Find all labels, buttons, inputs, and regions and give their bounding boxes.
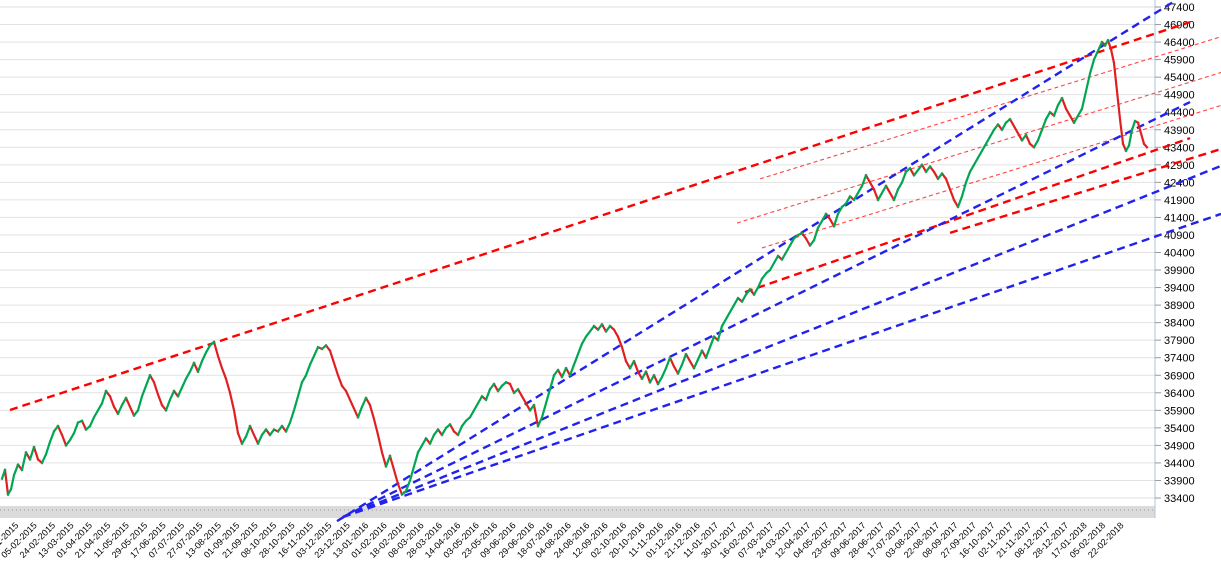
- y-axis-label: 34400: [1164, 458, 1195, 470]
- y-axis-label: 46900: [1164, 20, 1195, 32]
- y-axis-label: 37900: [1164, 335, 1195, 347]
- trendline-red-channel-lower: [949, 147, 1221, 235]
- y-axis-label: 38900: [1164, 300, 1195, 312]
- trendline-blue-fan-steep: [336, 1, 1174, 523]
- price-series-down-segments: [3, 38, 1149, 496]
- y-axis-label: 38400: [1164, 318, 1195, 330]
- y-axis-label: 34900: [1164, 440, 1195, 452]
- trendline-red-channel-upper: [9, 20, 1191, 412]
- trendline-red-thin-lower: [761, 104, 1221, 249]
- axis-strip-band: [0, 506, 1155, 518]
- y-axis-label: 42900: [1164, 160, 1195, 172]
- y-axis-label: 44400: [1164, 107, 1195, 119]
- y-axis-label: 36400: [1164, 388, 1195, 400]
- x-axis-strip: [0, 506, 1155, 518]
- trendlines: [9, 1, 1221, 523]
- y-axis-labels: 47400 46900 46400 45900 45400 44900 44400 43900…: [1155, 2, 1195, 505]
- y-axis-label: 35400: [1164, 423, 1195, 435]
- price-series: [0, 38, 1149, 497]
- y-axis-label: 36900: [1164, 370, 1195, 382]
- y-axis-label: 41400: [1164, 212, 1195, 224]
- y-axis-label: 33900: [1164, 475, 1195, 487]
- y-axis-label: 35900: [1164, 405, 1195, 417]
- y-axis-label: 45400: [1164, 72, 1195, 84]
- trendline-blue-fan-3: [342, 164, 1221, 519]
- y-axis-label: 43900: [1164, 125, 1195, 137]
- y-axis-label: 44900: [1164, 90, 1195, 102]
- y-axis-label: 43400: [1164, 142, 1195, 154]
- gridlines: [0, 6, 1155, 499]
- y-axis-label: 37400: [1164, 353, 1195, 365]
- trendline-red-thin-middle: [736, 71, 1221, 224]
- trendline-blue-fan-4: [342, 212, 1221, 519]
- trendline-blue-fan-2: [342, 100, 1191, 519]
- y-axis-label: 40400: [1164, 248, 1195, 260]
- price-series-up-segments: [0, 38, 1137, 497]
- x-axis-labels: 16-01-201505-02-201524-02-201513-03-2015…: [0, 520, 1126, 560]
- y-axis-label: 45900: [1164, 55, 1195, 67]
- y-axis-label: 39900: [1164, 265, 1195, 277]
- y-axis-label: 41900: [1164, 195, 1195, 207]
- trendline-red-channel-mid: [744, 137, 1191, 294]
- y-axis-label: 46400: [1164, 37, 1195, 49]
- trendline-red-thin-upper: [759, 36, 1221, 180]
- y-axis-label: 33400: [1164, 493, 1195, 505]
- y-axis-label: 39400: [1164, 283, 1195, 295]
- y-axis-label: 47400: [1164, 2, 1195, 14]
- y-axis-label: 40900: [1164, 230, 1195, 242]
